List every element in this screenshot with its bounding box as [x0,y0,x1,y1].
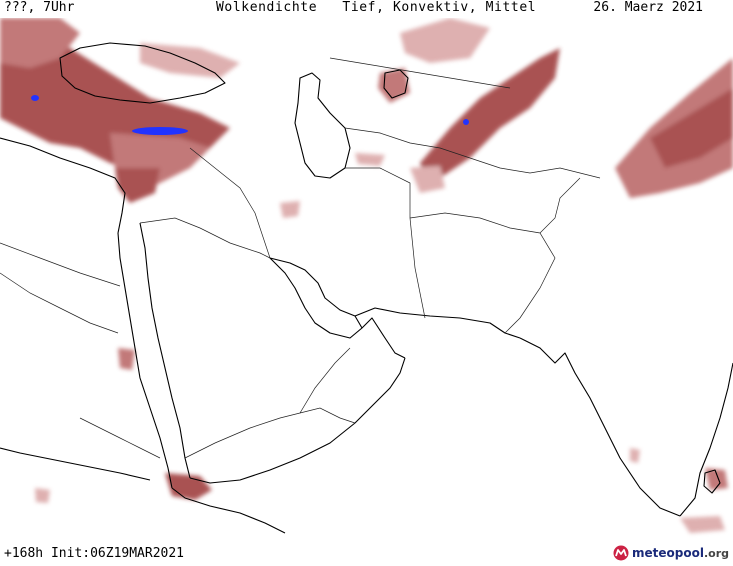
border-lines [0,57,601,459]
border-africa-diag [0,272,119,334]
border-saudi-iraq [139,217,271,259]
meteopool-logo-icon [613,545,629,561]
border-sudan-ethiopia [79,417,161,459]
coastline-makran [354,307,521,339]
coastline-caspian [294,72,351,179]
border-central-asia-mid [344,127,471,159]
cloud-area-levant [115,168,160,203]
logo-tld: .org [703,546,729,560]
border-pak-india [539,177,581,234]
border-iran-east [345,167,426,319]
coastline-arabia-south [189,357,406,484]
cloud-area-somalia-north [35,488,50,503]
meteopool-logo[interactable]: meteopool .org [613,543,729,563]
convective-cell-central-asia [463,119,469,125]
cloud-area-india-south [630,448,640,463]
border-kazakh-uzbek [329,57,511,89]
coastline-oman [361,317,406,359]
cloud-area-balkans [0,18,80,68]
coastline-red-sea-west [117,232,173,489]
forecast-init-label: +168h Init:06Z19MAR2021 [4,546,185,561]
cloud-layer [0,18,733,533]
coastline-eastern-med [0,137,126,234]
coastline-horn [171,487,286,534]
map-title: Wolkendichte Tief, Konvektiv, Mittel [216,0,537,15]
coastline-india-east [679,362,733,517]
cloud-area-kazakh [400,18,490,63]
cloud-area-sudan [118,348,135,370]
geography-lines [0,42,733,534]
coastline-india-west [519,337,681,517]
border-saudi-yemen [184,407,356,459]
coastline-srilanka [703,469,721,494]
convective-layer [31,95,469,135]
coastline-black-sea [59,42,226,104]
coastline-persian-gulf [269,257,363,339]
cloud-area-iran [280,201,300,218]
border-china-central [469,157,601,179]
cloud-area-srilanka [705,468,728,490]
coastline-red-sea-east [139,222,191,479]
border-afghan-pak [409,212,556,334]
cloud-area-tibet-core [650,88,733,168]
cloud-area-yemen [165,473,212,500]
cloud-area-afghan [410,166,445,193]
convective-cell-anatolia [31,95,39,101]
border-egypt-sudan [0,242,121,287]
border-iran-iraq [189,147,271,259]
valid-date-label: 26. Maerz 2021 [593,0,703,15]
convective-cell-east-turkey [132,127,188,135]
coastline-africa-west [0,447,151,481]
border-saudi-oman [299,347,351,414]
cloud-area-bay-bengal [680,516,725,533]
logo-name: meteopool [632,546,704,560]
valid-time-label: ???, 7Uhr [4,0,75,15]
cloud-area-central-asia [420,48,560,178]
cloud-density-map [0,18,733,534]
cloud-area-caspian-south [355,153,385,166]
